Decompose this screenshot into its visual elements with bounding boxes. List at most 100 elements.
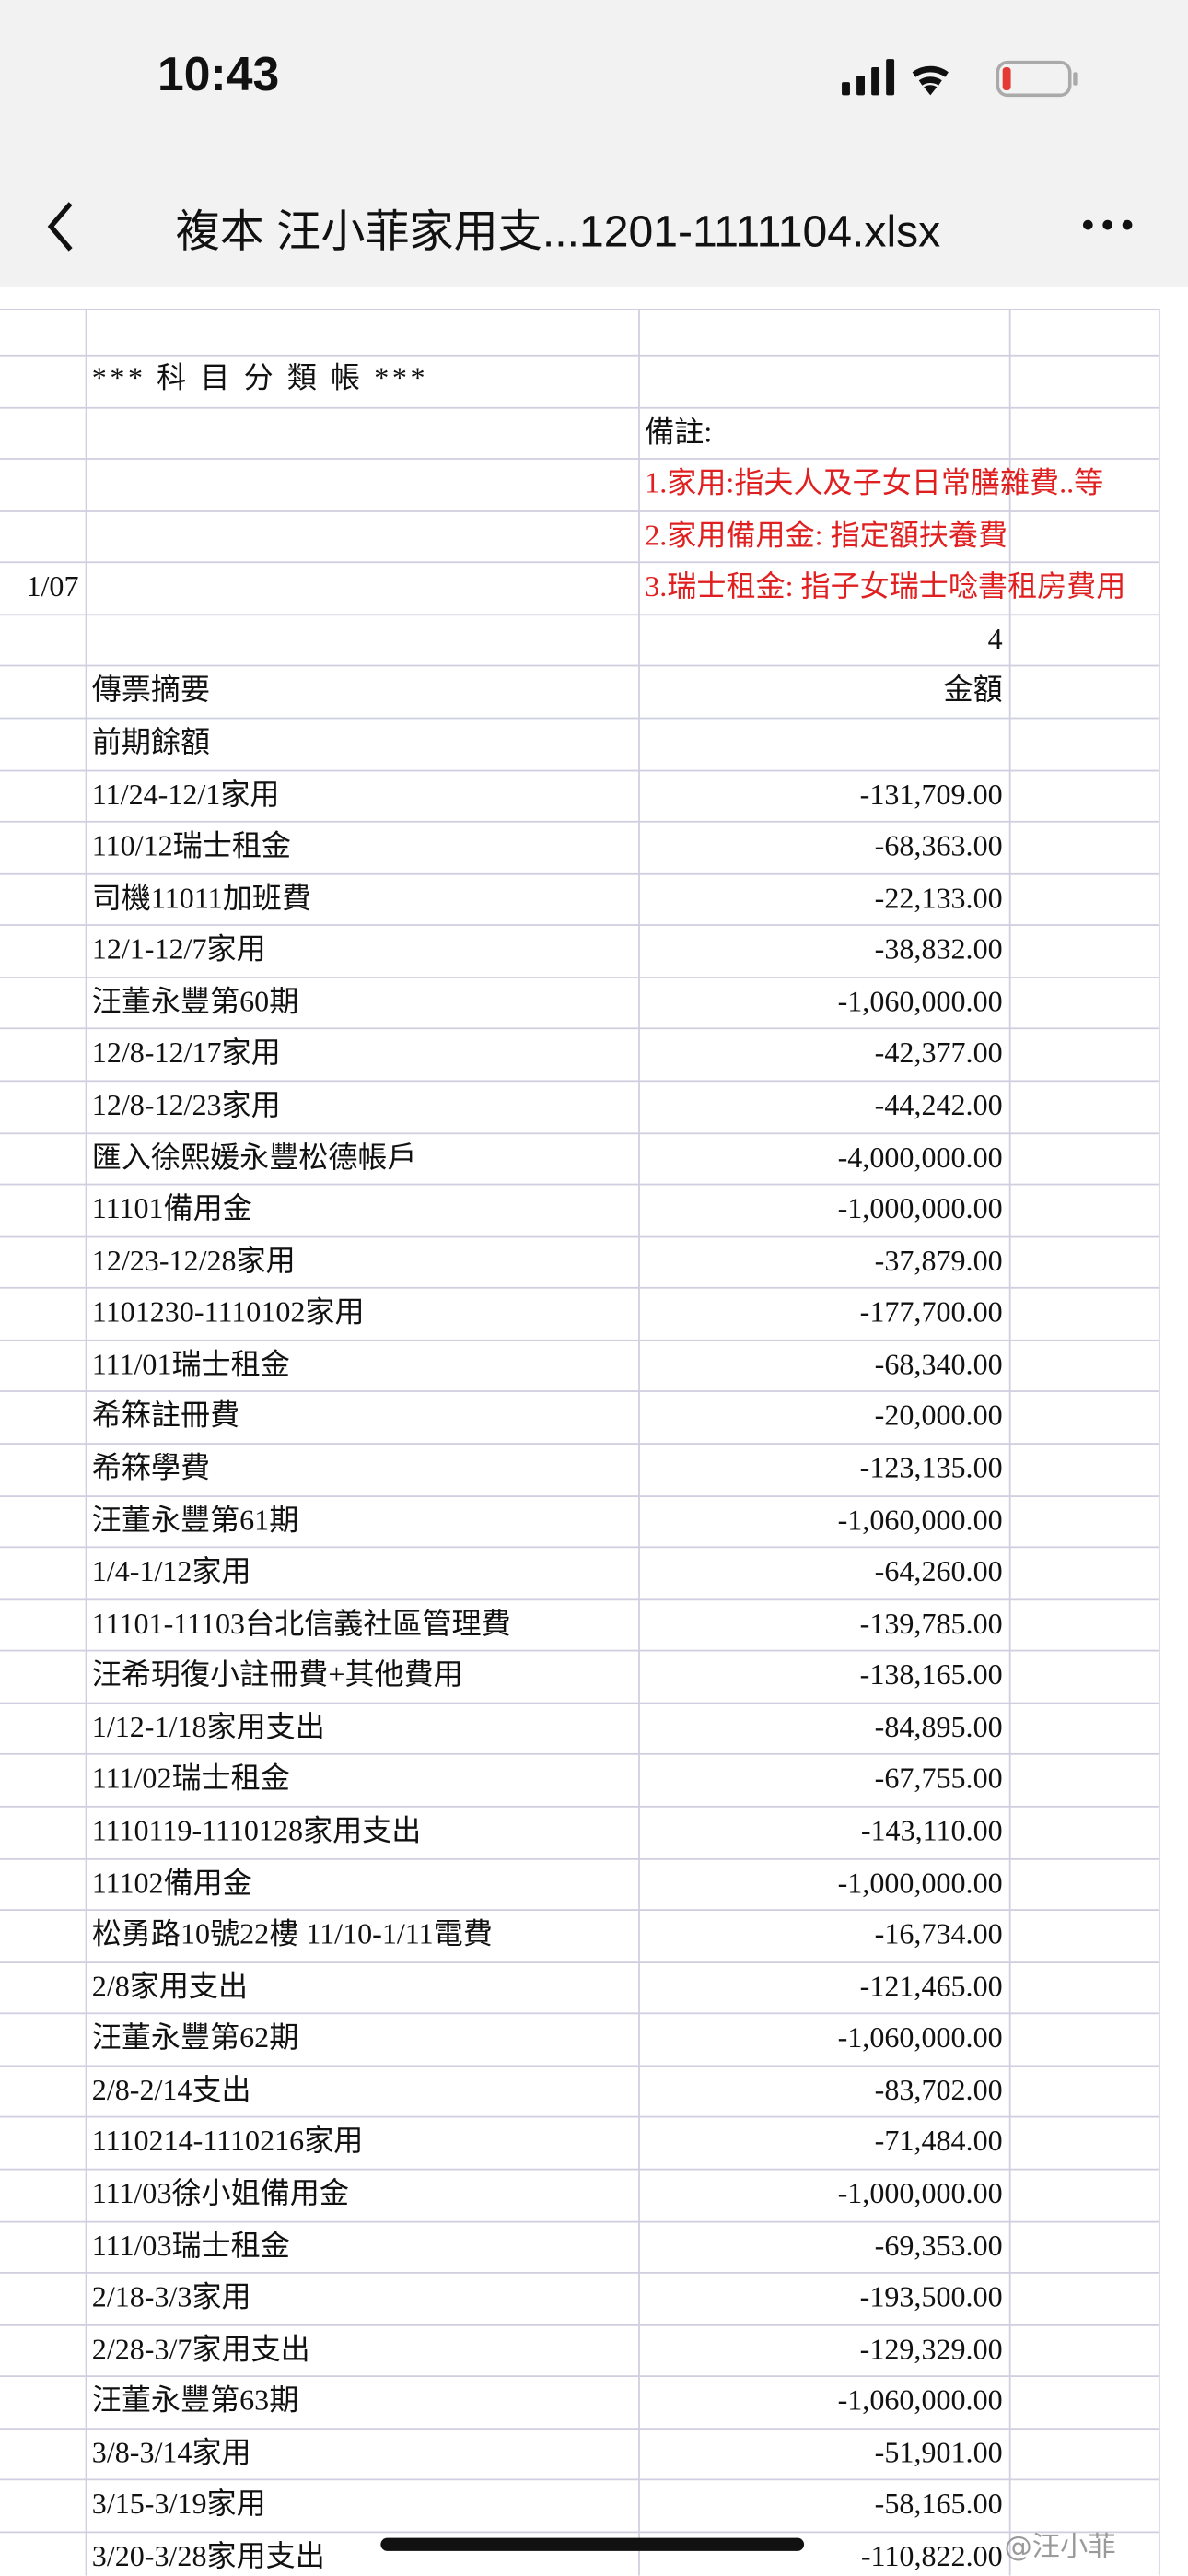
cell-text: 希箖註冊費 (91, 1399, 240, 1433)
cell-text: -1,000,000.00 (837, 1866, 1003, 1899)
cell-text: -1,000,000.00 (837, 2176, 1003, 2210)
cell-text: 3/20-3/28家用支出 (91, 2539, 325, 2572)
cell-text: 4 (987, 622, 1003, 655)
cell-text: -84,895.00 (874, 1710, 1003, 1743)
back-button[interactable] (41, 197, 90, 256)
cell-text: 2/18-3/3家用 (91, 2280, 251, 2313)
cell-text: 希箖學費 (91, 1451, 211, 1484)
cell-text: 備註: (645, 415, 713, 448)
cell-text: 111/03徐小姐備用金 (91, 2176, 349, 2210)
cell-text: 111/03瑞士租金 (91, 2228, 290, 2262)
cell-text: -68,340.00 (874, 1347, 1003, 1381)
grid-line (0, 2531, 1159, 2534)
cell-text: 12/23-12/28家用 (91, 1244, 296, 1277)
cell-text: 1/07 (26, 569, 79, 603)
cell-text: -71,484.00 (874, 2125, 1003, 2158)
cell-text: 12/8-12/17家用 (91, 1036, 281, 1070)
more-button[interactable] (1079, 214, 1138, 237)
grid-line (0, 2427, 1159, 2430)
cell-text: -37,879.00 (874, 1244, 1003, 1277)
cell-text: 司機11011加班費 (91, 881, 311, 914)
cell-text: 12/1-12/7家用 (91, 932, 266, 966)
cell-text: -1,060,000.00 (837, 2383, 1003, 2418)
cell-text: 2.家用備用金: 指定額扶養費 (645, 518, 1008, 552)
cell-text: -193,500.00 (859, 2280, 1003, 2313)
cell-text: 傳票摘要 (91, 673, 211, 707)
grid-line (0, 1287, 1159, 1290)
cell-text: -121,465.00 (859, 1969, 1003, 2003)
grid-line (0, 1598, 1159, 1600)
cell-text: 前期餘額 (91, 725, 211, 759)
cell-text: 3/15-3/19家用 (91, 2488, 266, 2521)
cell-text: -143,110.00 (860, 1813, 1003, 1847)
grid-line (0, 1131, 1159, 1134)
watermark: @汪小菲 (1004, 2531, 1116, 2565)
cell-text: 1110214-1110216家用 (91, 2125, 364, 2158)
cell-text: 1.家用:指夫人及子女日常膳雜費..等 (645, 466, 1104, 499)
grid-line (0, 821, 1159, 823)
cell-text: -20,000.00 (874, 1399, 1003, 1433)
cell-text: 111/02瑞士租金 (91, 1762, 290, 1796)
cell-text: 2/8家用支出 (91, 1969, 249, 2003)
grid-line (0, 509, 1159, 512)
cell-text: -138,165.00 (859, 1658, 1003, 1692)
grid-line (0, 1805, 1159, 1808)
cell-text: -139,785.00 (859, 1606, 1003, 1640)
grid-line (0, 768, 1159, 771)
grid-line (0, 2324, 1159, 2326)
grid-line (0, 1080, 1159, 1083)
grid-line (0, 976, 1159, 978)
grid-line (0, 1650, 1159, 1652)
cell-text: 汪董永豐第60期 (91, 984, 299, 1018)
cell-text: 匯入徐熙媛永豐松德帳戶 (91, 1140, 417, 1174)
cell-text: 汪董永豐第62期 (91, 2020, 299, 2055)
cell-text: 11101備用金 (91, 1191, 252, 1225)
cell-text: -131,709.00 (859, 777, 1003, 811)
grid-line (0, 2375, 1159, 2378)
grid-line (1158, 308, 1160, 2576)
status-time: 10:43 (157, 49, 280, 102)
cell-text: 11102備用金 (91, 1866, 252, 1899)
cell-text: 1/4-1/12家用 (91, 1554, 251, 1588)
cell-text: -69,353.00 (874, 2228, 1003, 2262)
header-bar (0, 0, 1188, 287)
grid-line (0, 1753, 1159, 1756)
grid-line (0, 458, 1159, 461)
grid-line (0, 561, 1159, 564)
grid-line (1008, 308, 1011, 2576)
grid-line (0, 717, 1159, 720)
cell-text: -58,165.00 (874, 2488, 1003, 2521)
cell-text: 3.瑞士租金: 指子女瑞士唸書租房費用 (645, 569, 1126, 603)
grid-line (0, 2116, 1159, 2119)
cell-text: *** 科 目 分 類 帳 *** (91, 360, 429, 394)
cell-text: 111/01瑞士租金 (91, 1347, 290, 1381)
cell-text: -1,060,000.00 (837, 2020, 1003, 2055)
cell-text: -1,060,000.00 (837, 984, 1003, 1018)
cell-text: -68,363.00 (874, 829, 1003, 862)
grid-line (0, 1443, 1159, 1445)
cell-text: -16,734.00 (874, 1917, 1003, 1950)
cell-text: 12/8-12/23家用 (91, 1088, 281, 1121)
cell-text: -51,901.00 (874, 2435, 1003, 2469)
cell-text: 松勇路10號22樓 11/10-1/11電費 (91, 1917, 493, 1950)
grid-line (0, 614, 1159, 615)
cell-text: 2/28-3/7家用支出 (91, 2332, 310, 2365)
cell-text: 11101-11103台北信義社區管理費 (91, 1606, 511, 1640)
cell-text: -1,000,000.00 (837, 1191, 1003, 1225)
grid-line (0, 1390, 1159, 1393)
cell-text: -123,135.00 (859, 1451, 1003, 1484)
cell-text: -22,133.00 (874, 881, 1003, 914)
cell-text: 1110119-1110128家用支出 (91, 1813, 422, 1847)
grid-line (0, 2065, 1159, 2067)
grid-line (0, 1028, 1159, 1030)
grid-line (0, 1183, 1159, 1186)
grid-line (0, 665, 1159, 668)
cell-text: -44,242.00 (874, 1088, 1003, 1121)
home-indicator (380, 2537, 805, 2551)
file-title: 複本 汪小菲家用支...1201-1111104.xlsx (175, 206, 941, 256)
grid-line (0, 354, 1159, 357)
grid-line (0, 2168, 1159, 2171)
cell-text: -42,377.00 (874, 1036, 1003, 1070)
grid-line (0, 872, 1159, 875)
